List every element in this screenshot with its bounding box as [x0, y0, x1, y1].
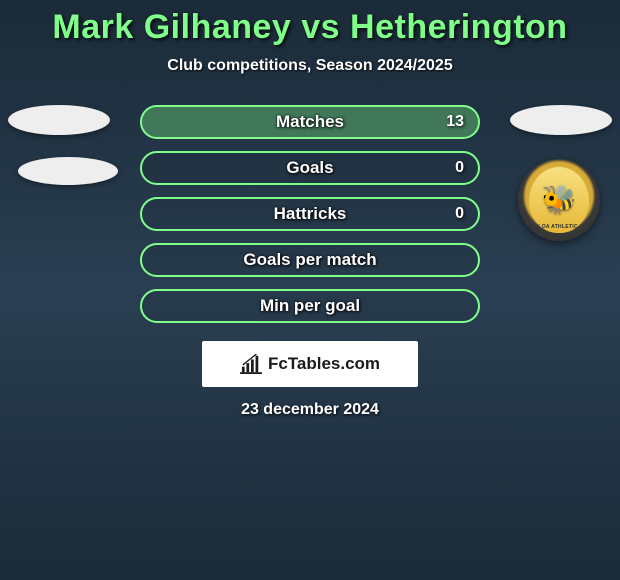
stat-row-hattricks: Hattricks 0	[140, 197, 480, 231]
stat-row-matches: Matches 13	[140, 105, 480, 139]
stat-label: Goals	[286, 158, 333, 178]
stat-label: Matches	[276, 112, 344, 132]
page-title: Mark Gilhaney vs Hetherington	[0, 8, 620, 47]
player-right-badge-1	[510, 105, 612, 135]
stat-label: Min per goal	[260, 296, 360, 316]
bar-chart-icon	[240, 354, 262, 374]
player-left-badge-1	[8, 105, 110, 135]
stat-row-min-per-goal: Min per goal	[140, 289, 480, 323]
stats-area: 🐝 ALLOA ATHLETIC FC Matches 13 Goals 0 H…	[0, 105, 620, 419]
site-logo[interactable]: FcTables.com	[202, 341, 418, 387]
stat-value-right: 13	[446, 113, 464, 131]
stat-label: Goals per match	[243, 250, 376, 270]
comparison-widget: Mark Gilhaney vs Hetherington Club compe…	[0, 0, 620, 419]
crest-text: ALLOA ATHLETIC FC	[531, 224, 587, 230]
crest-shield: 🐝 ALLOA ATHLETIC FC	[529, 167, 589, 233]
stat-row-goals-per-match: Goals per match	[140, 243, 480, 277]
stat-row-goals: Goals 0	[140, 151, 480, 185]
player-left-badge-2	[18, 157, 118, 185]
subtitle: Club competitions, Season 2024/2025	[0, 57, 620, 75]
stat-label: Hattricks	[274, 204, 347, 224]
date-label: 23 december 2024	[0, 401, 620, 419]
stat-value-right: 0	[455, 159, 464, 177]
stat-value-right: 0	[455, 205, 464, 223]
club-crest: 🐝 ALLOA ATHLETIC FC	[518, 159, 600, 241]
wasp-icon: 🐝	[542, 186, 577, 214]
logo-text: FcTables.com	[268, 354, 380, 374]
